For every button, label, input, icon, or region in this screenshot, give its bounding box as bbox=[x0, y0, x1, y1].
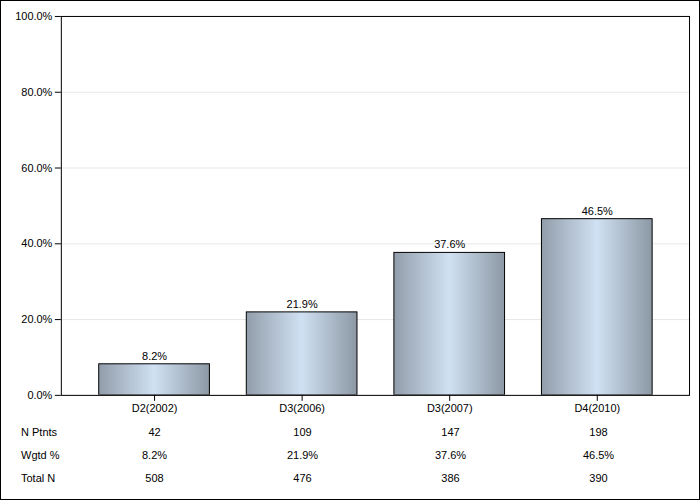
html-text:147: 147 bbox=[441, 426, 460, 438]
html-text:N Ptnts: N Ptnts bbox=[21, 426, 58, 438]
svg-text:60.0%: 60.0% bbox=[21, 162, 52, 174]
svg-text:100.0%: 100.0% bbox=[15, 10, 52, 22]
html-text:42: 42 bbox=[148, 426, 161, 438]
html-text:109: 109 bbox=[293, 426, 312, 438]
svg-text:37.6%: 37.6% bbox=[434, 238, 465, 250]
svg-text:20.0%: 20.0% bbox=[21, 313, 52, 325]
html-text:386: 386 bbox=[441, 472, 460, 484]
html-text:Wgtd %: Wgtd % bbox=[21, 449, 60, 461]
svg-text:D3(2006): D3(2006) bbox=[279, 402, 325, 414]
html-text:508: 508 bbox=[145, 472, 164, 484]
svg-text:21.9%: 21.9% bbox=[287, 298, 318, 310]
html-text:8.2%: 8.2% bbox=[142, 449, 167, 461]
svg-text:80.0%: 80.0% bbox=[21, 86, 52, 98]
html-text:390: 390 bbox=[589, 472, 608, 484]
html-text:476: 476 bbox=[293, 472, 312, 484]
svg-text:46.5%: 46.5% bbox=[582, 205, 613, 217]
html-text:21.9%: 21.9% bbox=[286, 449, 319, 461]
svg-text:D3(2007): D3(2007) bbox=[427, 402, 473, 414]
html-text:37.6%: 37.6% bbox=[434, 449, 467, 461]
html-text:46.5%: 46.5% bbox=[582, 449, 615, 461]
svg-text:D4(2010): D4(2010) bbox=[574, 402, 620, 414]
html-text:Total N: Total N bbox=[21, 472, 56, 484]
svg-text:40.0%: 40.0% bbox=[21, 237, 52, 249]
svg-text:0.0%: 0.0% bbox=[27, 389, 52, 401]
svg-text:8.2%: 8.2% bbox=[142, 350, 167, 362]
svg-text:D2(2002): D2(2002) bbox=[132, 402, 178, 414]
html-text:198: 198 bbox=[589, 426, 608, 438]
